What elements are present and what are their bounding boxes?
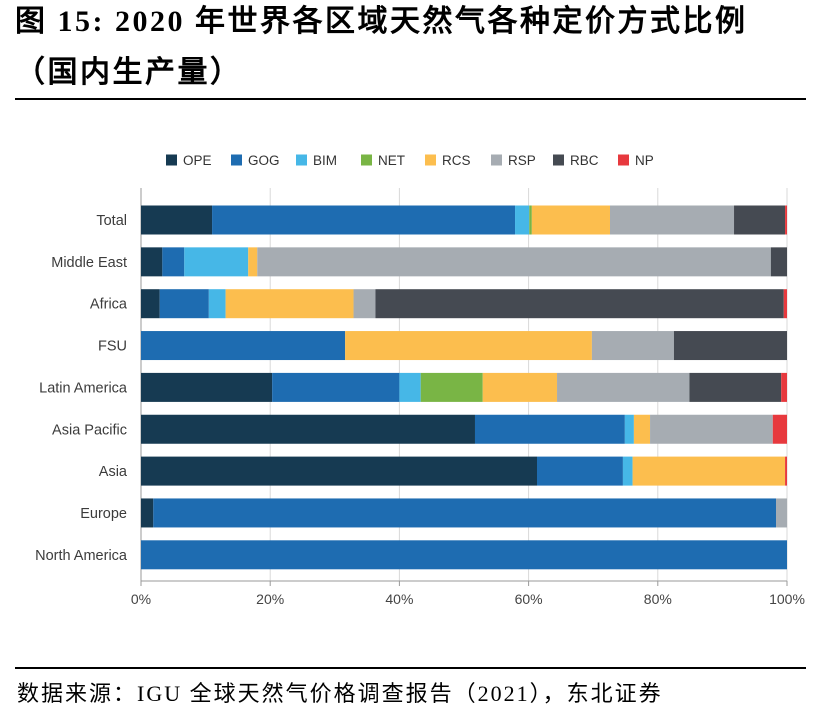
- x-tick-label-0: 0%: [131, 591, 151, 607]
- bar-latin-america-rsp: [557, 372, 690, 402]
- bar-total-bim: [515, 205, 530, 235]
- category-label-africa: Africa: [90, 297, 128, 313]
- legend-item-np: NP: [618, 153, 654, 168]
- bar-total-rcs: [531, 205, 610, 235]
- title-rule: [15, 98, 806, 100]
- bar-latin-america-net: [420, 372, 483, 402]
- legend-item-ope: OPE: [166, 153, 212, 168]
- bar-middle-east-rsp: [257, 247, 771, 277]
- category-label-asia: Asia: [99, 464, 128, 480]
- bar-total-np: [785, 205, 787, 235]
- legend-item-rcs: RCS: [425, 153, 471, 168]
- bar-middle-east-bim: [184, 247, 249, 277]
- category-label-europe: Europe: [80, 506, 127, 522]
- bar-middle-east-rcs: [248, 247, 258, 277]
- legend-swatch-net: [361, 154, 372, 166]
- bar-fsu-rsp: [591, 331, 674, 361]
- bar-asia-rcs: [632, 456, 786, 486]
- legend-swatch-np: [618, 154, 629, 166]
- bar-total-net: [529, 205, 532, 235]
- bar-middle-east-rbc: [770, 247, 787, 277]
- legend-label-rcs: RCS: [442, 153, 471, 168]
- bar-asia-ope: [141, 456, 537, 486]
- bar-total-gog: [212, 205, 516, 235]
- bar-middle-east-ope: [141, 247, 163, 277]
- bar-north-america-gog: [141, 540, 787, 570]
- legend-item-rbc: RBC: [553, 153, 599, 168]
- bar-africa-bim: [208, 289, 226, 319]
- bar-africa-rbc: [375, 289, 784, 319]
- figure-title-line2: （国内生产量）: [15, 56, 243, 89]
- legend-label-bim: BIM: [313, 153, 337, 168]
- category-label-asia-pacific: Asia Pacific: [52, 422, 127, 438]
- x-tick-label-2: 40%: [385, 591, 413, 607]
- x-tick-label-3: 60%: [515, 591, 543, 607]
- bar-europe-gog: [153, 498, 777, 528]
- bar-fsu-rcs: [345, 331, 592, 361]
- legend-swatch-rbc: [553, 154, 564, 166]
- x-tick-label-5: 100%: [769, 591, 805, 607]
- figure-title-line1: 图 15: 2020 年世界各区域天然气各种定价方式比例: [15, 5, 748, 38]
- category-label-fsu: FSU: [98, 339, 127, 355]
- legend-swatch-bim: [296, 154, 307, 166]
- legend-label-net: NET: [378, 153, 405, 168]
- bar-asia-pacific-rcs: [633, 414, 651, 444]
- bar-latin-america-ope: [141, 372, 273, 402]
- bar-africa-np: [783, 289, 787, 319]
- legend-label-ope: OPE: [183, 153, 212, 168]
- bar-africa-ope: [141, 289, 160, 319]
- bar-africa-rsp: [353, 289, 376, 319]
- bar-asia-np: [785, 456, 787, 486]
- bar-asia-gog: [536, 456, 623, 486]
- source-rule: [15, 667, 806, 669]
- legend-item-net: NET: [361, 153, 405, 168]
- x-tick-label-4: 80%: [644, 591, 672, 607]
- category-label-latin-america: Latin America: [39, 380, 128, 396]
- legend-label-rsp: RSP: [508, 153, 536, 168]
- bar-africa-rcs: [225, 289, 354, 319]
- legend-item-gog: GOG: [231, 153, 280, 168]
- bar-latin-america-rcs: [482, 372, 558, 402]
- bar-africa-gog: [159, 289, 209, 319]
- bar-latin-america-rbc: [689, 372, 782, 402]
- bar-total-ope: [141, 205, 213, 235]
- legend-swatch-rsp: [491, 154, 502, 166]
- bars: [141, 205, 787, 570]
- legend-swatch-rcs: [425, 154, 436, 166]
- legend-swatch-gog: [231, 154, 242, 166]
- legend-label-rbc: RBC: [570, 153, 599, 168]
- bar-latin-america-bim: [399, 372, 421, 402]
- bar-latin-america-np: [781, 372, 787, 402]
- bar-fsu-rbc: [673, 331, 787, 361]
- category-label-middle-east: Middle East: [51, 255, 127, 271]
- bar-europe-ope: [141, 498, 154, 528]
- source-note: 数据来源：IGU 全球天然气价格调查报告（2021），东北证券: [17, 681, 663, 706]
- bar-total-rbc: [734, 205, 786, 235]
- x-tick-label-1: 20%: [256, 591, 284, 607]
- bar-asia-pacific-rsp: [650, 414, 773, 444]
- category-label-north-america: North America: [35, 548, 128, 564]
- category-label-total: Total: [96, 213, 127, 229]
- legend: OPE GOG BIM NET RCS RSP RBC NP: [166, 153, 654, 168]
- bar-asia-pacific-gog: [474, 414, 625, 444]
- bar-middle-east-gog: [162, 247, 185, 277]
- bar-asia-pacific-bim: [624, 414, 634, 444]
- legend-swatch-ope: [166, 154, 177, 166]
- legend-item-bim: BIM: [296, 153, 337, 168]
- bar-asia-pacific-np: [772, 414, 787, 444]
- legend-label-np: NP: [635, 153, 654, 168]
- bar-total-rsp: [609, 205, 735, 235]
- legend-label-gog: GOG: [248, 153, 280, 168]
- bar-fsu-gog: [141, 331, 346, 361]
- legend-item-rsp: RSP: [491, 153, 536, 168]
- bar-asia-bim: [622, 456, 633, 486]
- bar-asia-pacific-ope: [141, 414, 475, 444]
- bar-europe-rsp: [776, 498, 787, 528]
- bar-latin-america-gog: [272, 372, 400, 402]
